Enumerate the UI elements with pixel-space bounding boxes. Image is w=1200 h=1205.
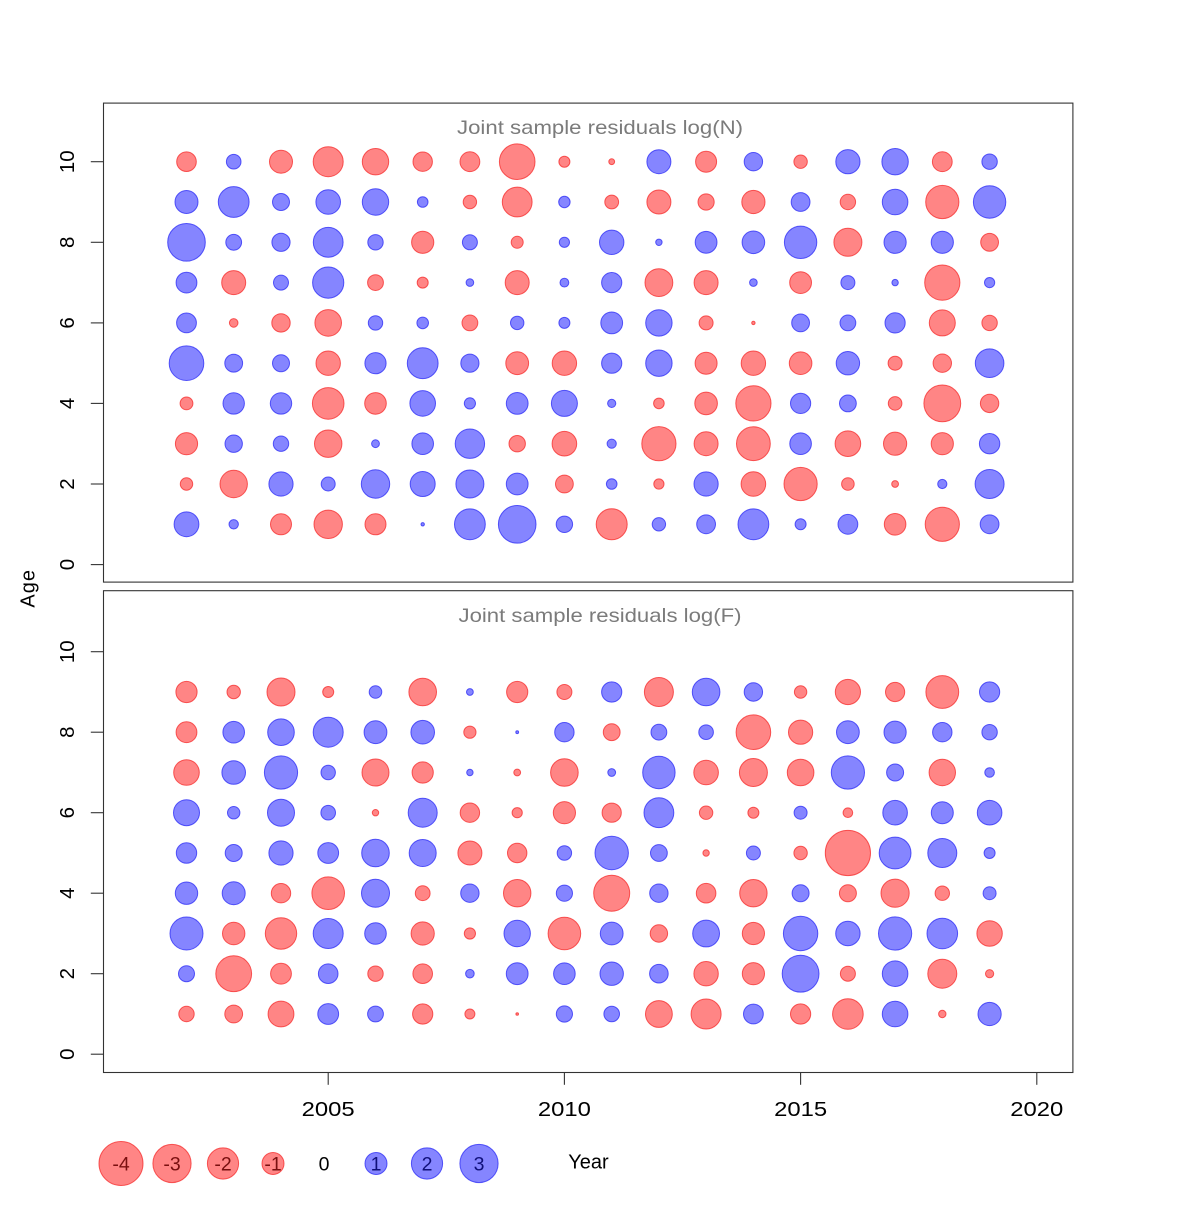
svg-text:Joint sample residuals log(F): Joint sample residuals log(F): [459, 605, 742, 627]
svg-text:Age: Age: [18, 569, 40, 608]
svg-text:2: 2: [422, 1154, 433, 1176]
svg-text:4: 4: [56, 887, 79, 898]
svg-text:6: 6: [56, 807, 79, 818]
svg-text:-2: -2: [214, 1154, 231, 1176]
svg-text:Joint sample residuals log(N): Joint sample residuals log(N): [457, 117, 743, 139]
svg-text:10: 10: [56, 640, 79, 663]
svg-text:-4: -4: [112, 1154, 129, 1176]
svg-text:-3: -3: [163, 1154, 180, 1176]
svg-text:Year: Year: [568, 1151, 609, 1173]
svg-text:8: 8: [56, 726, 79, 737]
svg-text:10: 10: [56, 150, 79, 173]
svg-text:2015: 2015: [774, 1098, 827, 1121]
svg-text:0: 0: [56, 559, 79, 570]
svg-text:1: 1: [371, 1154, 382, 1176]
svg-text:3: 3: [474, 1154, 485, 1176]
svg-text:2020: 2020: [1010, 1098, 1063, 1121]
svg-text:8: 8: [56, 237, 79, 248]
svg-text:2005: 2005: [302, 1098, 355, 1121]
svg-text:0: 0: [319, 1154, 330, 1176]
svg-text:2010: 2010: [538, 1098, 591, 1121]
svg-text:4: 4: [56, 398, 79, 409]
svg-text:0: 0: [56, 1048, 79, 1059]
svg-text:2: 2: [56, 478, 79, 489]
svg-text:2: 2: [56, 968, 79, 979]
svg-text:6: 6: [56, 317, 79, 328]
svg-text:-1: -1: [264, 1154, 281, 1176]
